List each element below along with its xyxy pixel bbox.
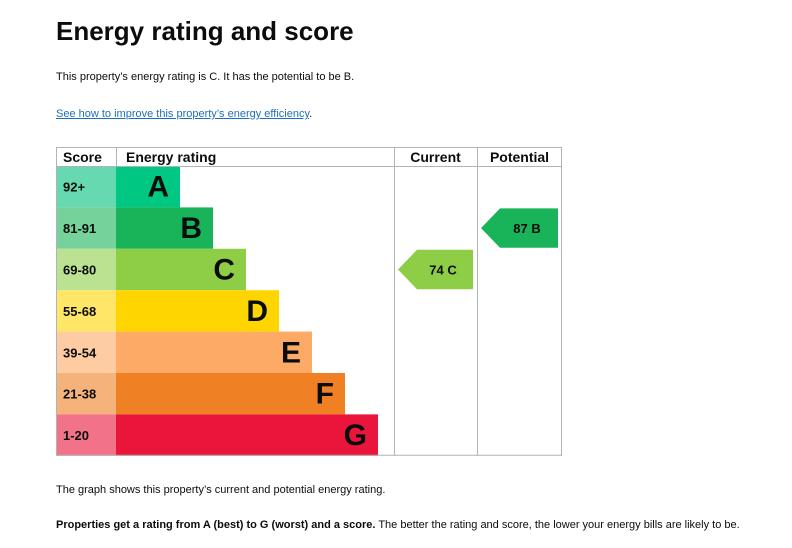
score-range-b: 81-91: [63, 221, 96, 236]
header-potential: Potential: [490, 149, 549, 165]
header-score: Score: [63, 149, 102, 165]
score-cell-d: [56, 290, 116, 332]
score-range-d: 55-68: [63, 304, 96, 319]
score-range-c: 69-80: [63, 263, 96, 278]
page-title: Energy rating and score: [56, 16, 354, 46]
score-cell-c: [56, 248, 116, 291]
rating-letter-a: A: [147, 171, 169, 204]
improve-efficiency-link[interactable]: See how to improve this property’s energ…: [56, 108, 310, 120]
score-cell-b: [56, 207, 116, 249]
current-rating-arrow: [398, 249, 473, 290]
rating-bar-c: [116, 248, 246, 291]
rating-bar-f: [116, 373, 345, 415]
rating-letter-f: F: [316, 378, 334, 411]
score-range-e: 39-54: [63, 345, 97, 360]
potential-rating-arrow: [481, 208, 558, 248]
rating-explanation-rest: The better the rating and score, the low…: [375, 519, 740, 531]
header-current: Current: [410, 149, 461, 165]
rating-bar-d: [116, 290, 279, 332]
current-rating-label: 74 C: [429, 263, 457, 278]
rating-letter-d: D: [246, 295, 268, 328]
rating-summary: This property’s energy rating is C. It h…: [56, 71, 355, 83]
rating-letter-b: B: [180, 212, 202, 245]
rating-explanation-bold: Properties get a rating from A (best) to…: [56, 519, 376, 531]
score-range-f: 21-38: [63, 387, 96, 402]
rating-letter-e: E: [281, 336, 301, 369]
score-range-g: 1-20: [63, 428, 89, 443]
rating-bar-e: [116, 331, 312, 373]
potential-rating-label: 87 B: [513, 221, 540, 236]
chart-caption: The graph shows this property’s current …: [56, 484, 386, 496]
rating-letter-g: G: [344, 419, 367, 452]
link-suffix: .: [309, 108, 313, 120]
rating-explanation: Properties get a rating from A (best) to…: [56, 519, 740, 531]
score-cell-g: [56, 414, 116, 456]
improve-efficiency-paragraph: See how to improve this property’s energ…: [56, 108, 312, 120]
rating-bar-g: [116, 414, 378, 456]
score-cell-a: [56, 166, 116, 208]
header-energy-rating: Energy rating: [126, 149, 216, 165]
score-cell-f: [56, 373, 116, 415]
rating-letter-c: C: [213, 254, 235, 287]
rating-bar-a: [116, 166, 180, 208]
score-range-a: 92+: [63, 180, 85, 195]
score-cell-e: [56, 331, 116, 373]
rating-bar-b: [116, 207, 213, 249]
